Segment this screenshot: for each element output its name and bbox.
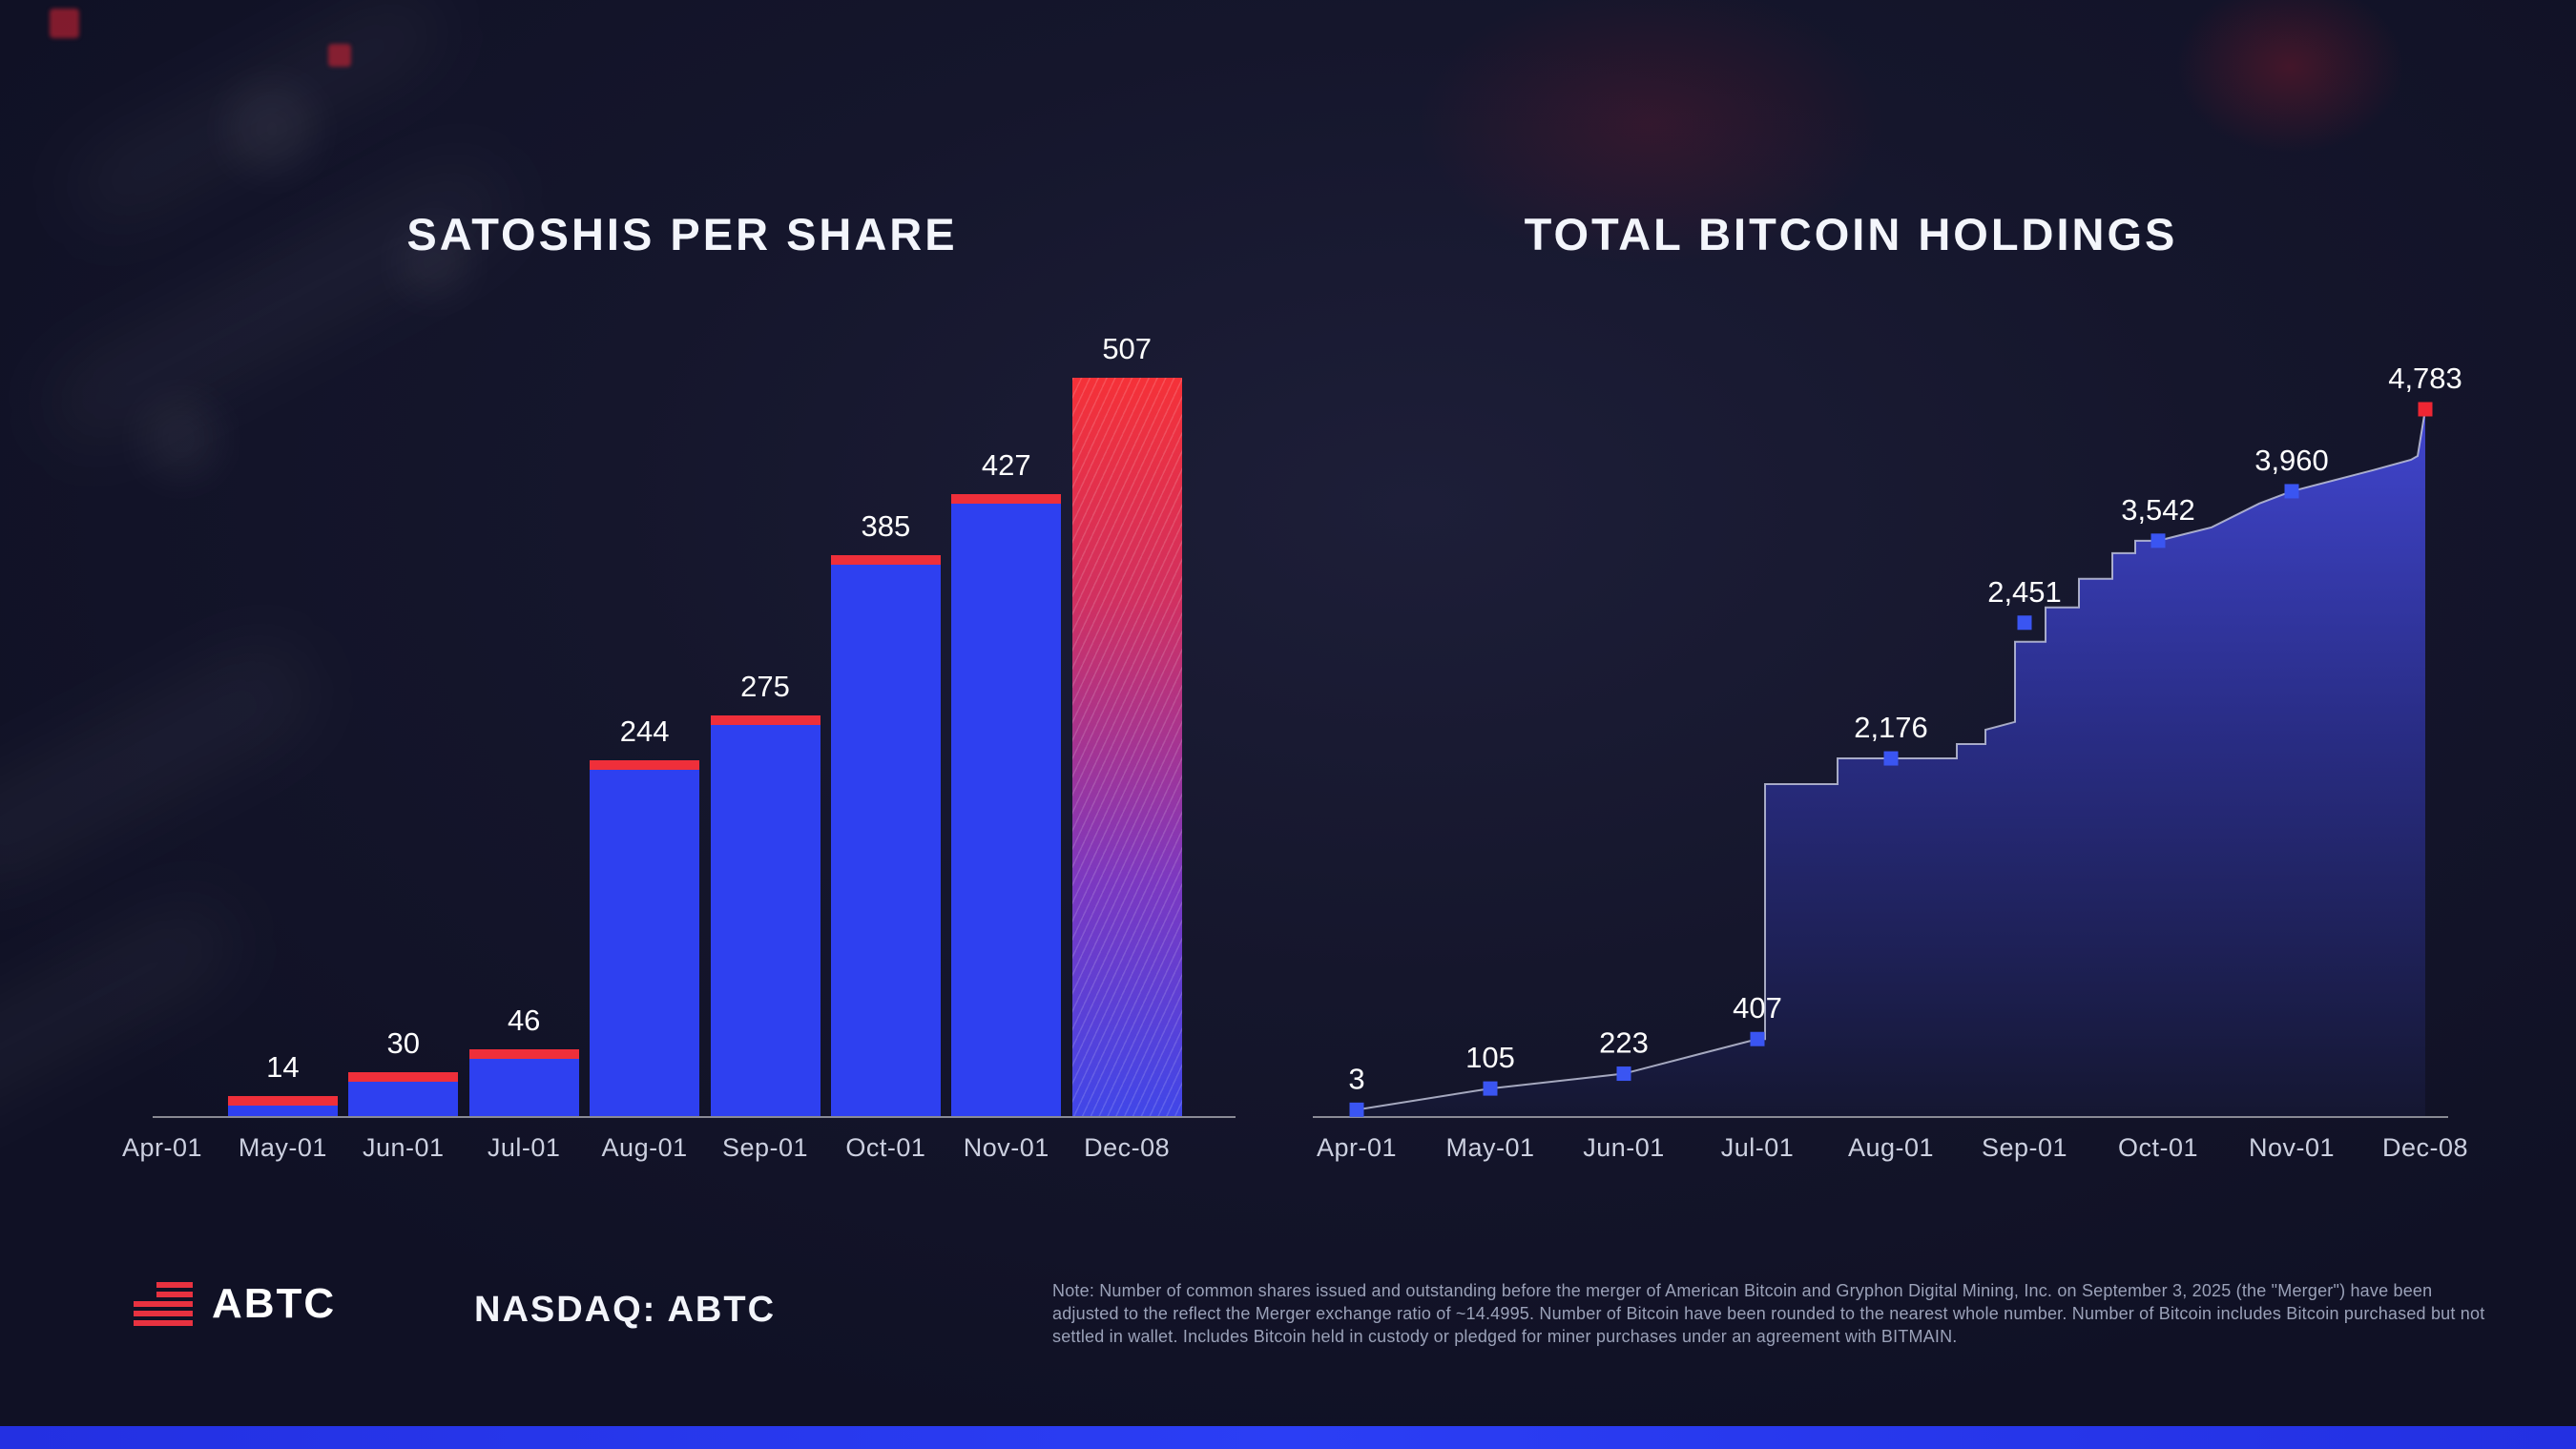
area-x-tick-Jul-01: Jul-01 bbox=[1720, 1133, 1795, 1162]
background-red-square bbox=[50, 9, 79, 38]
bar-Oct-01 bbox=[830, 555, 941, 1116]
holdings-marker-Nov-01 bbox=[2284, 484, 2299, 499]
bar-value-label: 46 bbox=[507, 1003, 541, 1037]
bar-Dec-08 bbox=[1071, 377, 1182, 1116]
holdings-marker-Apr-01 bbox=[1349, 1102, 1364, 1117]
bar-x-tick-May-01: May-01 bbox=[238, 1133, 327, 1162]
bar-value-label: 244 bbox=[619, 714, 670, 749]
bar-x-tick-Apr-01: Apr-01 bbox=[121, 1133, 203, 1162]
bar-value-label: 507 bbox=[1102, 331, 1153, 365]
holdings-value-label: 2,451 bbox=[1987, 575, 2062, 609]
bar-x-tick-Sep-01: Sep-01 bbox=[721, 1133, 809, 1162]
background-star-blob bbox=[229, 86, 315, 172]
holdings-value-label: 2,176 bbox=[1854, 711, 1928, 744]
holdings-marker-Sep-01 bbox=[2017, 615, 2032, 631]
bar-red-cap bbox=[951, 493, 1062, 504]
bar-May-01 bbox=[227, 1095, 338, 1116]
bar-value-label: 427 bbox=[981, 447, 1031, 482]
flag-stripe bbox=[156, 1292, 193, 1297]
bar-red-cap bbox=[590, 760, 700, 771]
area-x-tick-Nov-01: Nov-01 bbox=[2248, 1133, 2336, 1162]
bottom-accent-bar bbox=[0, 1426, 2576, 1449]
background-red-glow bbox=[2128, 0, 2452, 191]
flag-stripe bbox=[134, 1301, 193, 1307]
holdings-marker-Oct-01 bbox=[2150, 533, 2166, 549]
holdings-chart-title: TOTAL BITCOIN HOLDINGS bbox=[1524, 209, 2178, 259]
satoshis-chart-title: SATOSHIS PER SHARE bbox=[406, 209, 958, 259]
bar-red-cap bbox=[710, 715, 821, 725]
bar-Nov-01 bbox=[951, 493, 1062, 1116]
holdings-marker-Jul-01 bbox=[1750, 1031, 1765, 1046]
background-red-glow bbox=[1317, 0, 1984, 324]
holdings-value-label: 3,960 bbox=[2254, 444, 2329, 477]
bar-Jul-01 bbox=[468, 1048, 579, 1116]
bar-value-label: 14 bbox=[266, 1049, 300, 1084]
bar-x-tick-Dec-08: Dec-08 bbox=[1084, 1133, 1171, 1162]
background-flag-stripe bbox=[65, 0, 450, 234]
bar-value-label: 275 bbox=[740, 670, 790, 703]
holdings-line bbox=[1356, 408, 2426, 1111]
abtc-logo-text: ABTC bbox=[212, 1280, 337, 1327]
abtc-flag-icon bbox=[134, 1282, 193, 1326]
abtc-logo: ABTC bbox=[134, 1280, 336, 1328]
area-x-tick-Jun-01: Jun-01 bbox=[1583, 1133, 1665, 1162]
holdings-marker-Dec-08 bbox=[2418, 402, 2433, 417]
holdings-value-label: 105 bbox=[1465, 1041, 1515, 1074]
bar-red-cap bbox=[227, 1095, 338, 1106]
bar-value-label: 385 bbox=[861, 509, 911, 543]
background-red-square bbox=[328, 44, 351, 67]
holdings-value-label: 3,542 bbox=[2121, 493, 2195, 527]
flag-stripe bbox=[134, 1311, 193, 1316]
holdings-area-chart: 3 105 223 407 2,176 2,451 3,542 3,960 4,783 Apr-0… bbox=[1313, 315, 2468, 1162]
bar-x-tick-Aug-01: Aug-01 bbox=[601, 1133, 688, 1162]
area-x-tick-Sep-01: Sep-01 bbox=[1981, 1133, 2068, 1162]
area-x-tick-Oct-01: Oct-01 bbox=[2117, 1133, 2199, 1162]
holdings-marker-Aug-01 bbox=[1883, 751, 1899, 766]
area-x-tick-May-01: May-01 bbox=[1445, 1133, 1535, 1162]
holdings-marker-May-01 bbox=[1483, 1081, 1498, 1096]
footnote-text: Note: Number of common shares issued and… bbox=[1052, 1281, 2485, 1346]
bar-Jun-01 bbox=[348, 1072, 459, 1116]
area-x-tick-Aug-01: Aug-01 bbox=[1847, 1133, 1935, 1162]
holdings-area-svg: 3 105 223 407 2,176 2,451 3,542 3,960 4,783 bbox=[1348, 362, 2462, 1117]
nasdaq-ticker-label: NASDAQ: ABTC bbox=[474, 1290, 777, 1330]
bar-red-cap bbox=[830, 555, 941, 565]
holdings-value-label: 407 bbox=[1733, 991, 1782, 1025]
holdings-value-label: 4,783 bbox=[2388, 362, 2462, 395]
holdings-value-label: 3 bbox=[1348, 1062, 1364, 1095]
bar-Sep-01 bbox=[710, 715, 821, 1116]
bar-red-cap bbox=[348, 1072, 459, 1083]
holdings-marker-Jun-01 bbox=[1616, 1066, 1631, 1082]
area-x-tick-Apr-01: Apr-01 bbox=[1316, 1133, 1398, 1162]
flag-stripe bbox=[156, 1282, 193, 1288]
flag-stripe bbox=[134, 1320, 193, 1326]
satoshis-bar-chart: Apr-01 May-01 14 Jun-01 30 Jul-01 46 Aug-01 244 S… bbox=[122, 315, 1236, 1162]
bar-x-tick-Nov-01: Nov-01 bbox=[963, 1133, 1049, 1162]
area-x-tick-Dec-08: Dec-08 bbox=[2381, 1133, 2469, 1162]
bar-red-cap bbox=[468, 1048, 579, 1059]
bar-x-tick-Jun-01: Jun-01 bbox=[363, 1133, 445, 1162]
bar-x-tick-Oct-01: Oct-01 bbox=[845, 1133, 926, 1162]
holdings-value-label: 223 bbox=[1599, 1026, 1649, 1060]
bar-x-tick-Jul-01: Jul-01 bbox=[487, 1133, 561, 1162]
bar-Aug-01 bbox=[590, 760, 700, 1116]
bar-value-label: 30 bbox=[386, 1026, 421, 1061]
